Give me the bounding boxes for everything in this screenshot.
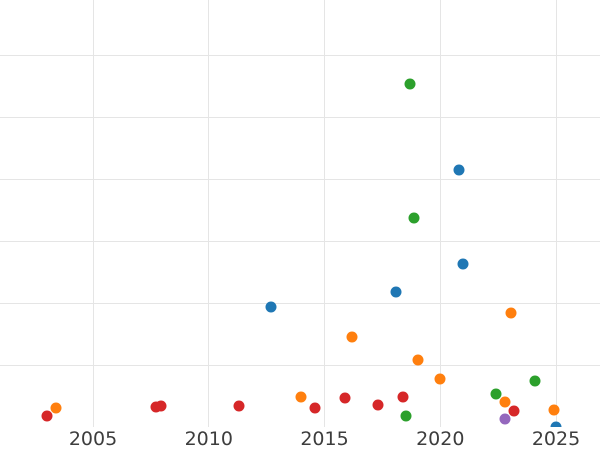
data-point-orange <box>505 307 517 319</box>
data-point-purple <box>499 413 511 425</box>
data-point-red <box>309 402 321 414</box>
data-point-orange <box>548 404 560 416</box>
x-tick-label: 2020 <box>416 428 465 450</box>
vertical-gridline <box>92 0 94 427</box>
data-point-red <box>150 401 161 413</box>
vertical-gridline <box>324 0 325 427</box>
horizontal-gridline <box>0 364 600 366</box>
data-point-orange <box>346 331 358 343</box>
data-point-red <box>372 399 384 411</box>
vertical-gridline <box>208 0 210 427</box>
data-point-green <box>408 212 420 224</box>
data-point-orange <box>412 354 424 366</box>
horizontal-gridline <box>0 54 600 56</box>
x-tick-label: 2015 <box>300 428 349 450</box>
data-point-red <box>397 391 409 403</box>
data-point-red <box>339 392 351 404</box>
horizontal-gridline <box>0 116 600 118</box>
x-tick-label: 2025 <box>531 428 581 450</box>
data-point-red <box>233 400 245 412</box>
data-point-blue <box>390 286 402 298</box>
data-point-red <box>155 400 167 412</box>
x-tick-label: 2005 <box>68 428 118 450</box>
data-point-green <box>404 78 416 90</box>
data-point-green <box>529 375 541 387</box>
data-point-orange <box>499 396 511 408</box>
plot-area <box>0 0 600 427</box>
horizontal-gridline <box>0 302 600 304</box>
data-point-orange <box>50 402 62 414</box>
data-point-red <box>41 410 53 422</box>
data-point-blue <box>550 421 562 427</box>
data-point-blue <box>453 164 465 176</box>
vertical-gridline <box>439 0 441 427</box>
data-point-green <box>400 410 412 422</box>
vertical-gridline <box>555 0 557 427</box>
horizontal-gridline <box>0 240 600 242</box>
data-point-green <box>490 388 502 400</box>
data-point-orange <box>295 391 307 403</box>
data-point-red <box>508 405 520 417</box>
x-tick-label: 2010 <box>184 428 233 450</box>
horizontal-gridline <box>0 178 600 180</box>
data-point-orange <box>434 373 446 385</box>
data-point-blue <box>265 301 277 313</box>
data-point-blue <box>457 258 469 270</box>
